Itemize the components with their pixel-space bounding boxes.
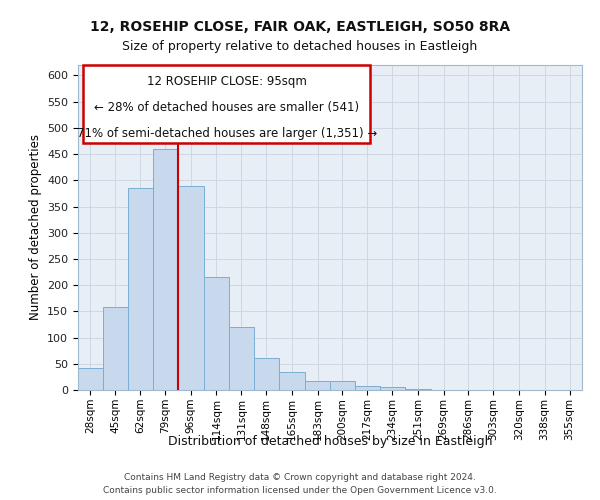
Y-axis label: Number of detached properties: Number of detached properties	[29, 134, 41, 320]
Text: 71% of semi-detached houses are larger (1,351) →: 71% of semi-detached houses are larger (…	[77, 126, 377, 140]
Bar	[178, 186, 204, 390]
Text: 12 ROSEHIP CLOSE: 95sqm: 12 ROSEHIP CLOSE: 95sqm	[147, 74, 307, 88]
Text: Distribution of detached houses by size in Eastleigh: Distribution of detached houses by size …	[168, 435, 492, 448]
Bar	[330, 380, 355, 390]
Bar	[229, 327, 254, 390]
Bar	[380, 388, 404, 390]
Bar	[279, 372, 305, 390]
Bar	[355, 386, 380, 390]
Text: ← 28% of detached houses are smaller (541): ← 28% of detached houses are smaller (54…	[94, 101, 359, 114]
Bar	[153, 149, 178, 390]
Text: Contains public sector information licensed under the Open Government Licence v3: Contains public sector information licen…	[103, 486, 497, 495]
Bar	[405, 389, 431, 390]
Bar	[103, 307, 128, 390]
Bar	[128, 188, 152, 390]
Bar	[78, 368, 103, 390]
Text: 12, ROSEHIP CLOSE, FAIR OAK, EASTLEIGH, SO50 8RA: 12, ROSEHIP CLOSE, FAIR OAK, EASTLEIGH, …	[90, 20, 510, 34]
Bar	[254, 358, 278, 390]
Text: Contains HM Land Registry data © Crown copyright and database right 2024.: Contains HM Land Registry data © Crown c…	[124, 472, 476, 482]
Bar	[305, 380, 330, 390]
Bar	[204, 278, 229, 390]
FancyBboxPatch shape	[83, 65, 370, 143]
Text: Size of property relative to detached houses in Eastleigh: Size of property relative to detached ho…	[122, 40, 478, 53]
